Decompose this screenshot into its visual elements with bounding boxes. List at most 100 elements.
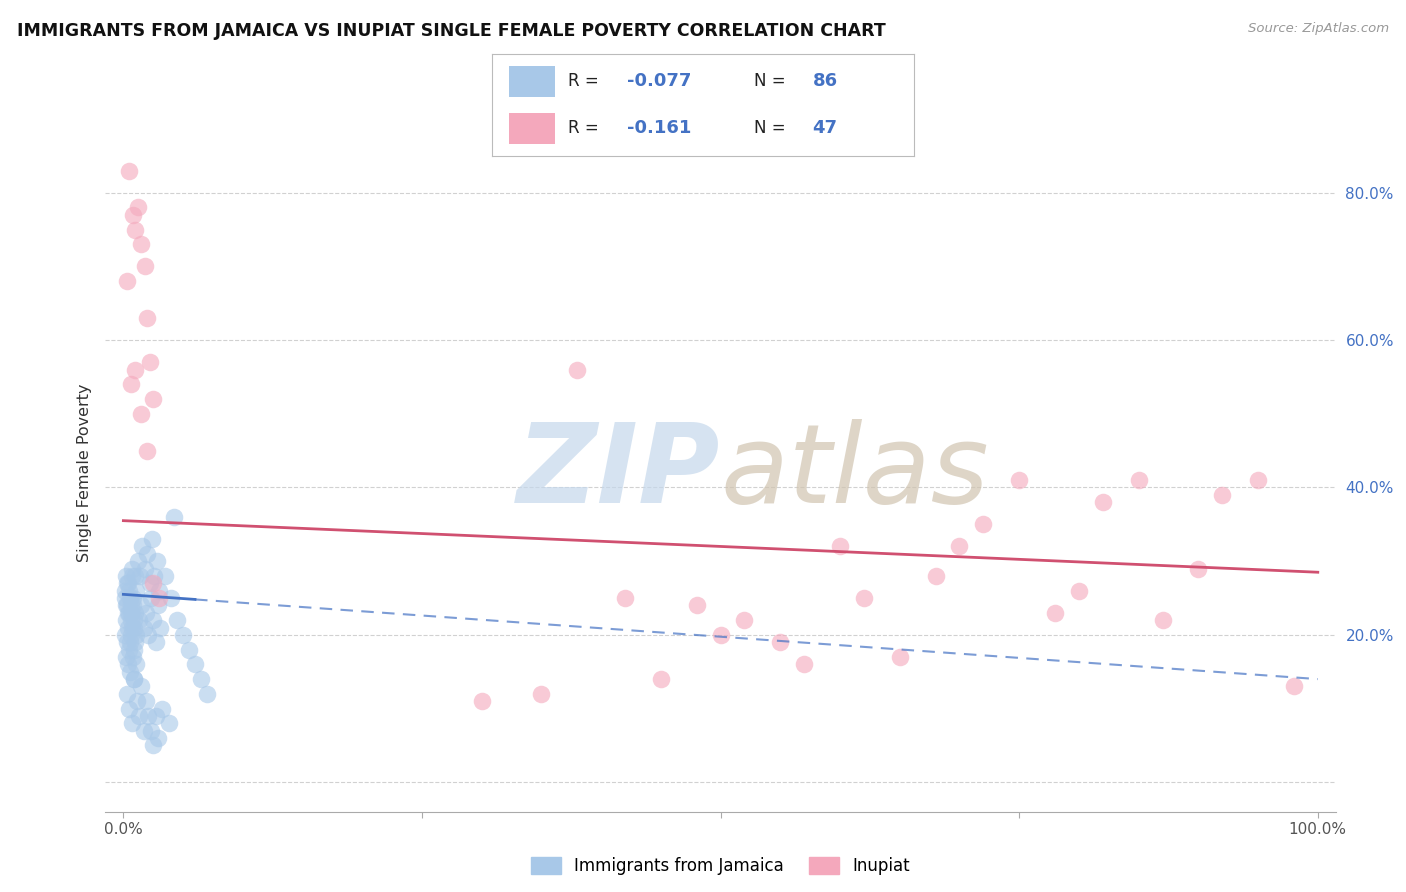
Point xyxy=(138,576,160,591)
Point xyxy=(1152,613,1174,627)
Text: 86: 86 xyxy=(813,72,838,90)
Point xyxy=(769,635,792,649)
Point xyxy=(709,628,731,642)
Point xyxy=(124,583,146,598)
Point xyxy=(1043,606,1066,620)
Point xyxy=(121,628,143,642)
Point xyxy=(136,443,159,458)
Point xyxy=(124,606,146,620)
Point xyxy=(127,201,149,215)
Point xyxy=(162,510,184,524)
Bar xyxy=(509,66,555,96)
Point xyxy=(141,532,163,546)
Point xyxy=(1211,488,1233,502)
Point xyxy=(1067,583,1090,598)
Point xyxy=(129,680,152,694)
Y-axis label: Single Female Poverty: Single Female Poverty xyxy=(76,384,91,562)
Text: atlas: atlas xyxy=(721,419,990,526)
Text: IMMIGRANTS FROM JAMAICA VS INUPIAT SINGLE FEMALE POVERTY CORRELATION CHART: IMMIGRANTS FROM JAMAICA VS INUPIAT SINGL… xyxy=(17,22,886,40)
Point xyxy=(120,606,142,620)
Point xyxy=(166,613,188,627)
Point xyxy=(124,362,146,376)
Point xyxy=(146,731,169,745)
Point xyxy=(190,672,212,686)
Point xyxy=(118,591,141,605)
Point xyxy=(115,599,138,613)
Point xyxy=(139,591,162,605)
Point xyxy=(184,657,207,672)
Point xyxy=(118,642,141,657)
Point xyxy=(150,701,173,715)
Point xyxy=(195,687,218,701)
Point xyxy=(148,583,170,598)
Point xyxy=(127,554,149,568)
Point xyxy=(134,561,156,575)
Point xyxy=(1128,473,1150,487)
Point xyxy=(129,407,152,421)
Point xyxy=(828,540,851,554)
Point xyxy=(160,591,183,605)
Point xyxy=(117,657,139,672)
Point xyxy=(793,657,815,672)
Point xyxy=(948,540,970,554)
Point xyxy=(138,628,160,642)
Text: -0.161: -0.161 xyxy=(627,120,692,137)
Point xyxy=(1187,561,1209,575)
Point xyxy=(114,583,136,598)
Point xyxy=(124,222,146,236)
Text: 47: 47 xyxy=(813,120,838,137)
Point xyxy=(125,657,148,672)
Point xyxy=(686,599,709,613)
Point xyxy=(132,620,155,634)
Bar xyxy=(509,113,555,144)
Point xyxy=(1091,495,1114,509)
Point xyxy=(148,591,170,605)
Text: N =: N = xyxy=(754,72,790,90)
Point xyxy=(125,628,148,642)
Point xyxy=(118,606,141,620)
Point xyxy=(145,635,167,649)
Point xyxy=(121,716,143,731)
Point xyxy=(471,694,494,708)
Point xyxy=(136,547,159,561)
Point xyxy=(121,569,143,583)
Point xyxy=(115,274,138,288)
Point xyxy=(124,620,146,634)
Point xyxy=(614,591,637,605)
Point xyxy=(132,723,155,738)
Point xyxy=(131,540,153,554)
Point xyxy=(852,591,875,605)
Point xyxy=(120,665,142,679)
Point xyxy=(114,569,136,583)
Point xyxy=(122,642,145,657)
Point xyxy=(118,701,141,715)
Point xyxy=(114,628,136,642)
Point xyxy=(118,635,141,649)
Point xyxy=(121,650,143,665)
Point xyxy=(120,613,142,627)
Point xyxy=(115,687,138,701)
Point xyxy=(129,237,152,252)
Point xyxy=(115,613,138,627)
Point xyxy=(530,687,553,701)
Text: R =: R = xyxy=(568,72,605,90)
Point xyxy=(145,709,167,723)
Point xyxy=(121,620,143,634)
Point xyxy=(122,672,145,686)
Point xyxy=(122,672,145,686)
Point xyxy=(121,561,143,575)
Point xyxy=(142,576,165,591)
Text: R =: R = xyxy=(568,120,609,137)
Point xyxy=(146,554,169,568)
Point xyxy=(128,613,150,627)
Point xyxy=(122,591,145,605)
Point xyxy=(138,355,160,369)
Point xyxy=(1282,680,1305,694)
Point xyxy=(153,569,176,583)
Point xyxy=(115,599,138,613)
Text: ZIP: ZIP xyxy=(517,419,721,526)
Point xyxy=(122,208,145,222)
Point xyxy=(139,723,162,738)
Point xyxy=(122,599,145,613)
Point xyxy=(157,716,180,731)
